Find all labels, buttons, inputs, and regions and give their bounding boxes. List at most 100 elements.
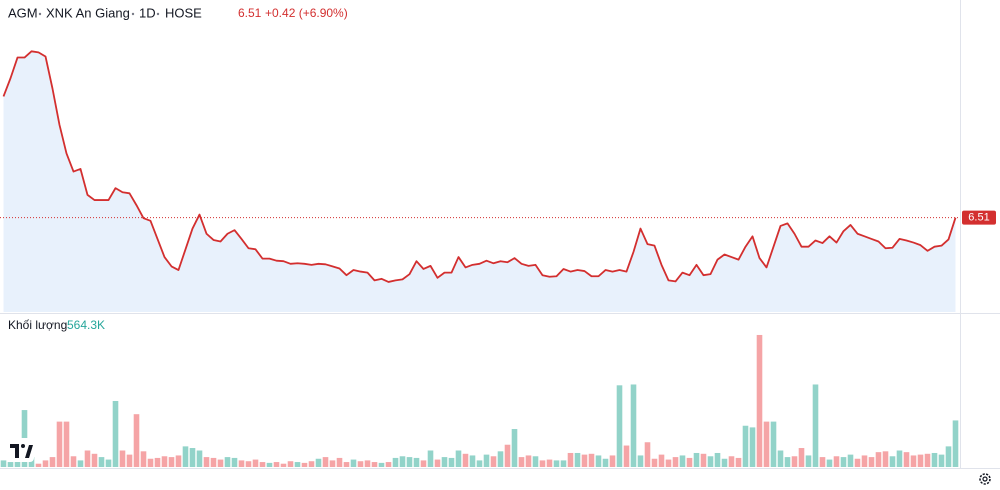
volume-bar (917, 454, 924, 467)
volume-bar (497, 451, 504, 467)
logo-v (25, 445, 33, 458)
dot (131, 12, 135, 16)
volume-bar (448, 457, 455, 467)
volume-bar (28, 457, 35, 467)
volume-bar (875, 452, 882, 467)
volume-bar (903, 452, 910, 467)
volume-bar (490, 456, 497, 467)
tv-logo[interactable] (6, 438, 34, 462)
price-change: +0.42 (+6.90%) (265, 6, 348, 20)
volume-bar (427, 450, 434, 467)
volume-bar (133, 414, 140, 467)
interval[interactable]: 1D (139, 5, 156, 20)
volume-bar (189, 448, 196, 467)
volume-bar (616, 385, 623, 467)
volume-bar (406, 457, 413, 467)
volume-title: Khối lượng (8, 318, 67, 332)
volume-bar (840, 457, 847, 467)
volume-bar (707, 456, 714, 467)
volume-bar (385, 462, 392, 467)
volume-bar (826, 459, 833, 467)
volume-bar (574, 452, 581, 467)
settings-button[interactable] (979, 473, 991, 485)
volume-bar (56, 421, 63, 467)
volume-bar (651, 458, 658, 467)
volume-bar (658, 454, 665, 467)
logo-t (10, 444, 19, 458)
labels: 6.51 (962, 210, 996, 225)
volume-bar (763, 421, 770, 467)
volume-bar (294, 462, 301, 467)
volume-bar (245, 461, 252, 467)
volume-bar (77, 460, 84, 467)
volume-bar (546, 459, 553, 467)
volume-bar (371, 462, 378, 467)
volume-bar (350, 459, 357, 467)
volume-bar (672, 457, 679, 467)
volume-bar (868, 457, 875, 467)
volume-bar (700, 453, 707, 467)
volume-bar (504, 444, 511, 467)
volume-bar (259, 462, 266, 467)
volume-bar (140, 451, 147, 467)
volume-bar (441, 457, 448, 467)
volume-bar (455, 450, 462, 467)
volume-bar (833, 456, 840, 467)
volume-bar (420, 460, 427, 467)
volume-bar (686, 457, 693, 467)
volume-bar (805, 455, 812, 467)
volume-bar (665, 459, 672, 467)
volume-bar (84, 450, 91, 467)
volume-bar (413, 457, 420, 467)
volume-bar (49, 457, 56, 467)
volume-bar (749, 427, 756, 467)
volume-bar (308, 461, 315, 467)
volume-bar (343, 462, 350, 467)
volume-bar (931, 452, 938, 467)
volume-bar (693, 452, 700, 467)
dot (156, 12, 160, 16)
volume-bar (238, 460, 245, 467)
volume-bar (889, 456, 896, 467)
volume-bar (322, 457, 329, 467)
volume-bar (518, 457, 525, 467)
volume-bar (287, 461, 294, 467)
gear-outer (979, 473, 991, 485)
volume-bar (469, 455, 476, 467)
volume-bar (266, 462, 273, 467)
last-price-label: 6.51 (968, 212, 989, 224)
volume-bar (595, 455, 602, 467)
volume-bar (644, 442, 651, 467)
volume-bar (392, 457, 399, 467)
volume-bar (560, 460, 567, 467)
volume-bar (315, 458, 322, 467)
volume-bar (854, 458, 861, 467)
volume-bar (336, 457, 343, 467)
volume-bar (196, 450, 203, 467)
volume-bar (42, 460, 49, 467)
volume-bar (756, 334, 763, 467)
volume-bar (861, 455, 868, 467)
volume-bar (203, 457, 210, 467)
volume-bar (280, 463, 287, 467)
volume-bar (539, 460, 546, 467)
volume-bar (770, 421, 777, 467)
volume-bar (126, 454, 133, 467)
symbol-name: XNK An Giang (46, 5, 130, 20)
volume-bar (847, 454, 854, 467)
volume-bar (938, 454, 945, 467)
volume-bar (0, 460, 7, 467)
price-area (3, 51, 956, 313)
volume-bar (357, 461, 364, 467)
symbol[interactable]: AGM (8, 5, 38, 20)
volume-bar (462, 453, 469, 467)
volume-bar (154, 457, 161, 467)
volume-bar (728, 456, 735, 467)
volume-bar (14, 457, 21, 467)
exchange: HOSE (165, 5, 202, 20)
volume-bar (252, 459, 259, 467)
volume-last: 564.3K (67, 318, 105, 332)
volume-bar (812, 384, 819, 467)
volume-bar (91, 453, 98, 467)
volume-bar (791, 456, 798, 467)
